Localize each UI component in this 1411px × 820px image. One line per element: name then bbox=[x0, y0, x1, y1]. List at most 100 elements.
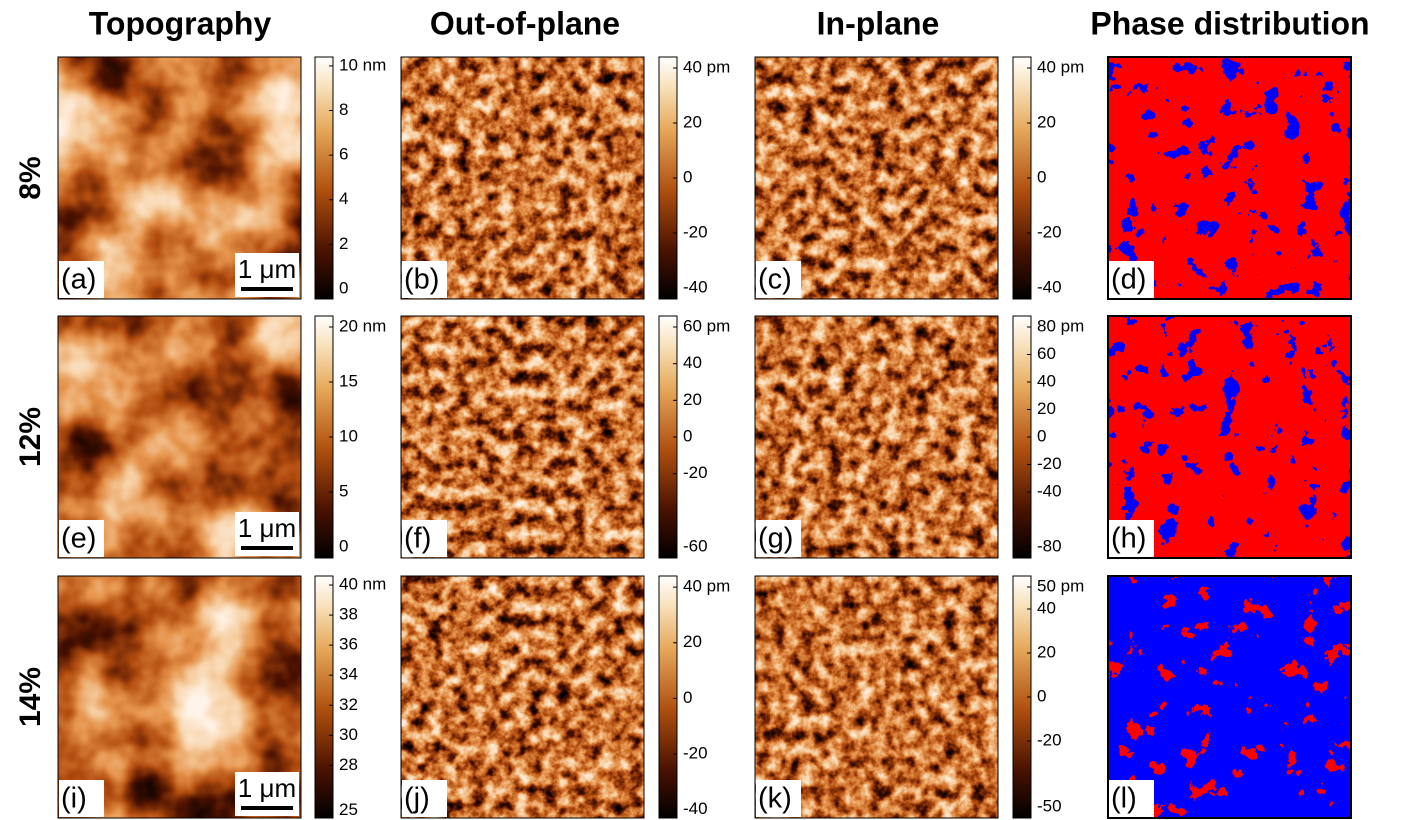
afm-map bbox=[755, 316, 998, 558]
map-frame bbox=[400, 315, 645, 559]
colorbar-tick-label: 34 bbox=[339, 665, 358, 684]
colorbar-tick-label: 10 bbox=[339, 426, 358, 445]
colorbar-tick-label: -50 bbox=[1037, 796, 1062, 815]
colorbar-tick-label: 40 bbox=[1037, 598, 1056, 617]
afm-map bbox=[401, 57, 644, 299]
panel-label: (f) bbox=[404, 523, 431, 555]
panel-label-box bbox=[59, 261, 104, 298]
colorbar-tick-label: 20 bbox=[1037, 642, 1056, 661]
map-frame bbox=[754, 575, 999, 819]
colorbar-tick-label: 0 bbox=[339, 278, 348, 297]
colorbar-tick-label: 60 bbox=[1037, 344, 1056, 363]
colorbar-tick-label: 20 bbox=[1037, 112, 1056, 131]
map-frame bbox=[57, 575, 302, 819]
panel-label: (a) bbox=[61, 264, 96, 296]
colorbar-tick-label: 0 bbox=[1037, 426, 1046, 445]
colorbar-tick-label: 40 nm bbox=[339, 575, 386, 594]
scale-bar-label: 1 μm bbox=[238, 513, 296, 543]
panel-label: (c) bbox=[758, 264, 792, 296]
map-frame bbox=[754, 315, 999, 559]
panel-label: (d) bbox=[1111, 264, 1146, 296]
phase-map bbox=[1108, 57, 1351, 299]
afm-map bbox=[401, 316, 644, 558]
colorbar-tick-label: 4 bbox=[339, 189, 348, 208]
column-title: Out-of-plane bbox=[430, 5, 620, 41]
afm-map bbox=[755, 57, 998, 299]
colorbar-tick-label: 5 bbox=[339, 481, 348, 500]
colorbar-tick-label: -40 bbox=[1037, 481, 1062, 500]
panel-label: (b) bbox=[404, 264, 439, 296]
panel-label-box bbox=[756, 780, 801, 817]
colorbar-tick-label: 40 bbox=[1037, 371, 1056, 390]
colorbar-tick-label: 0 bbox=[1037, 167, 1046, 186]
colorbar-tick-label: 15 bbox=[339, 371, 358, 390]
colorbar bbox=[314, 56, 334, 300]
colorbar-tick-label: -20 bbox=[1037, 730, 1062, 749]
scale-bar bbox=[241, 287, 293, 291]
panel-label-box bbox=[59, 520, 104, 557]
panel-label: (e) bbox=[61, 523, 96, 555]
column-title: Phase distribution bbox=[1090, 5, 1369, 41]
map-frame bbox=[400, 575, 645, 819]
map-frame bbox=[1107, 56, 1352, 300]
colorbar-tick-label: -40 bbox=[683, 799, 708, 818]
colorbar-tick-label: -40 bbox=[683, 277, 708, 296]
row-label: 12% bbox=[14, 407, 47, 467]
colorbar-tick-label: 20 bbox=[683, 390, 702, 409]
colorbar-tick-label: 0 bbox=[683, 688, 692, 707]
row-label: 8% bbox=[14, 156, 47, 199]
colorbar-tick-label: 20 bbox=[1037, 399, 1056, 418]
colorbar-tick-label: 0 bbox=[339, 536, 348, 555]
row-label: 14% bbox=[14, 667, 47, 727]
panel-label-box bbox=[59, 780, 104, 817]
scale-bar bbox=[241, 546, 293, 550]
colorbar-tick-label: 32 bbox=[339, 695, 358, 714]
afm-map bbox=[755, 576, 998, 818]
panel-label: (g) bbox=[758, 523, 793, 555]
colorbar-tick-label: 50 pm bbox=[1037, 576, 1084, 595]
panel-label: (i) bbox=[61, 783, 87, 815]
panel-label: (l) bbox=[1111, 783, 1137, 815]
colorbar-tick-label: 40 pm bbox=[683, 577, 730, 596]
colorbar-tick-label: 36 bbox=[339, 635, 358, 654]
colorbar-tick-label: 20 nm bbox=[339, 316, 386, 335]
colorbar-tick-label: 38 bbox=[339, 605, 358, 624]
panel-label: (h) bbox=[1111, 523, 1146, 555]
colorbar-tick-label: 30 bbox=[339, 725, 358, 744]
colorbar-tick-label: 0 bbox=[683, 167, 692, 186]
scale-bar-label: 1 μm bbox=[238, 254, 296, 284]
colorbar-tick-label: 20 bbox=[683, 112, 702, 131]
colorbar-tick-label: 40 bbox=[683, 353, 702, 372]
scale-bar-label: 1 μm bbox=[238, 773, 296, 803]
colorbar-tick-label: -80 bbox=[1037, 536, 1062, 555]
scale-bar bbox=[241, 806, 293, 810]
afm-map bbox=[401, 576, 644, 818]
colorbar-tick-label: -20 bbox=[683, 222, 708, 241]
panel-label-box bbox=[402, 780, 447, 817]
colorbar bbox=[658, 575, 678, 819]
colorbar-tick-label: -20 bbox=[683, 463, 708, 482]
map-frame bbox=[754, 56, 999, 300]
phase-map bbox=[1108, 316, 1351, 558]
colorbar-tick-label: 20 bbox=[683, 632, 702, 651]
map-frame bbox=[1107, 575, 1352, 819]
panel-label-box bbox=[1109, 520, 1154, 557]
column-title: Topography bbox=[89, 5, 272, 41]
panel-label-box bbox=[402, 520, 447, 557]
panel-label-box bbox=[756, 261, 801, 298]
colorbar-tick-label: -20 bbox=[1037, 454, 1062, 473]
colorbar-tick-label: 40 pm bbox=[1037, 57, 1084, 76]
colorbar-tick-label: 40 pm bbox=[683, 57, 730, 76]
colorbar-tick-label: -20 bbox=[683, 744, 708, 763]
map-frame bbox=[1107, 315, 1352, 559]
colorbar-tick-label: 0 bbox=[1037, 686, 1046, 705]
colorbar-tick-label: -20 bbox=[1037, 222, 1062, 241]
column-title: In-plane bbox=[817, 5, 940, 41]
colorbar-tick-label: 60 pm bbox=[683, 316, 730, 335]
colorbar-tick-label: 0 bbox=[683, 426, 692, 445]
colorbar-tick-label: 80 pm bbox=[1037, 316, 1084, 335]
colorbar bbox=[314, 575, 334, 819]
phase-map bbox=[1108, 576, 1351, 818]
colorbar-tick-label: 8 bbox=[339, 100, 348, 119]
